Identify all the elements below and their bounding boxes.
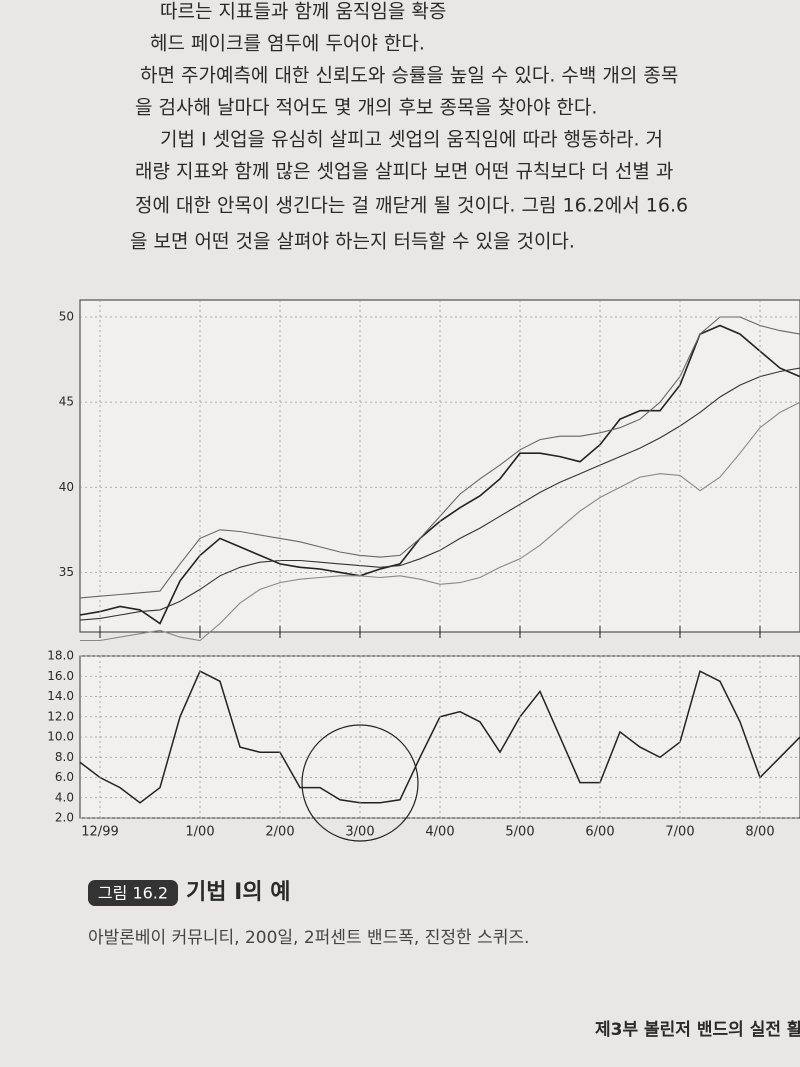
body-line: 기법 I 셋업을 유심히 살피고 셋업의 움직임에 따라 행동하라. 거 bbox=[160, 129, 663, 151]
x-tick-label: 7/00 bbox=[665, 825, 694, 840]
squeeze-circle bbox=[301, 724, 419, 842]
caption-title: 기법 I의 예 bbox=[186, 880, 290, 905]
y-tick-label: 18.0 bbox=[47, 649, 74, 663]
x-tick-label: 4/00 bbox=[425, 825, 454, 840]
x-tick-label: 6/00 bbox=[585, 825, 614, 840]
body-line: 따르는 지표들과 함께 움직임을 확증 bbox=[160, 1, 446, 23]
y-tick-label: 16.0 bbox=[47, 669, 74, 683]
x-tick-label: 1/00 bbox=[185, 825, 214, 840]
y-tick-label: 6.0 bbox=[55, 770, 74, 784]
caption-subtitle: 아발론베이 커뮤니티, 200일, 2퍼센트 밴드폭, 진정한 스퀴즈. bbox=[88, 928, 529, 948]
y-tick-label: 4.0 bbox=[55, 790, 74, 804]
body-line: 을 보면 어떤 것을 살펴야 하는지 터득할 수 있을 것이다. bbox=[130, 231, 575, 253]
body-line: 헤드 페이크를 염두에 두어야 한다. bbox=[150, 33, 425, 55]
y-tick-label: 40 bbox=[59, 480, 74, 494]
x-tick-label: 3/00 bbox=[345, 825, 374, 840]
y-tick-label: 2.0 bbox=[55, 811, 74, 825]
y-tick-label: 8.0 bbox=[55, 750, 74, 764]
y-tick-label: 35 bbox=[59, 565, 74, 579]
y-tick-label: 45 bbox=[59, 395, 74, 409]
x-tick-label: 8/00 bbox=[745, 825, 774, 840]
x-tick-label: 5/00 bbox=[505, 825, 534, 840]
caption-label: 그림 16.2 bbox=[98, 884, 168, 903]
body-line: 래량 지표와 함께 많은 셋업을 살피다 보면 어떤 규칙보다 더 선별 과 bbox=[135, 161, 673, 183]
x-tick-label: 12/99 bbox=[81, 825, 118, 840]
y-tick-label: 10.0 bbox=[47, 730, 74, 744]
body-line: 을 검사해 날마다 적어도 몇 개의 후보 종목을 찾아야 한다. bbox=[135, 97, 597, 119]
x-tick-label: 2/00 bbox=[265, 825, 294, 840]
body-line: 정에 대한 안목이 생긴다는 걸 깨닫게 될 것이다. 그림 16.2에서 16… bbox=[135, 195, 688, 217]
y-tick-label: 50 bbox=[59, 310, 74, 324]
chart: 35 40 45 50 2.0 4.0 6.0 8.0 10.0 12.0 14.0 16.0 18.0… bbox=[47, 299, 800, 840]
body-line: 하면 주가예측에 대한 신뢰도와 승률을 높일 수 있다. 수백 개의 종목 bbox=[140, 65, 678, 87]
y-tick-label: 12.0 bbox=[47, 709, 74, 723]
y-tick-label: 14.0 bbox=[47, 689, 74, 703]
caption-badge bbox=[88, 880, 178, 906]
footer: 제3부 볼린저 밴드의 실전 활 bbox=[595, 1019, 800, 1040]
